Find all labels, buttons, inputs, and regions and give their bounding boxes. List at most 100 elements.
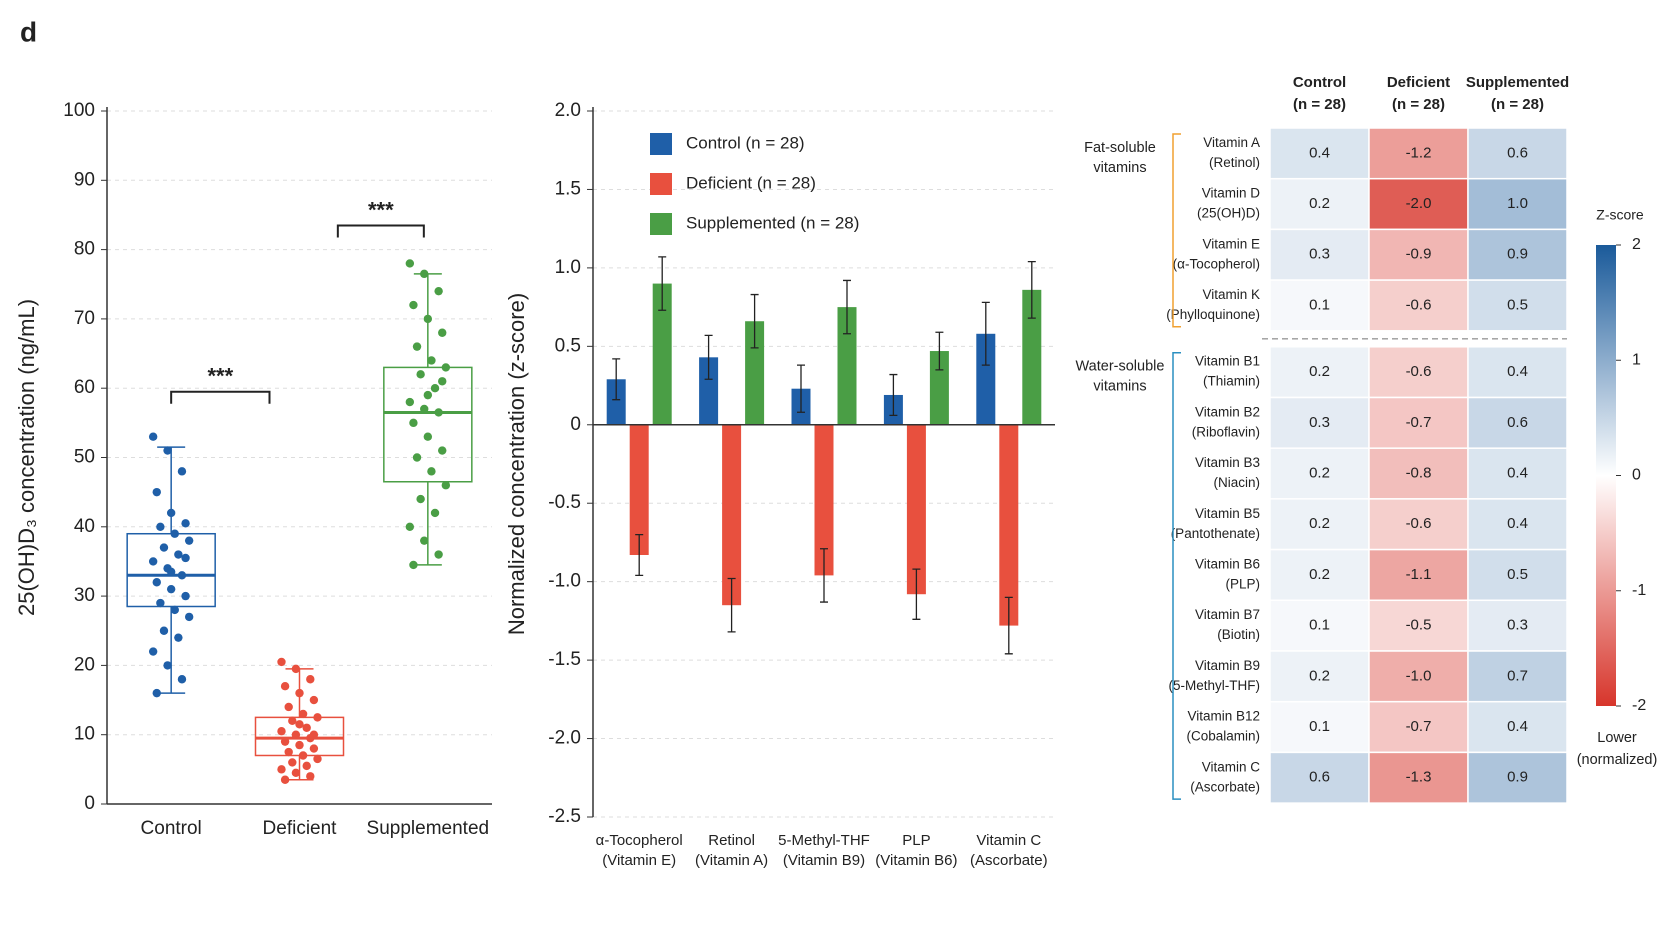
data-point [280,681,290,691]
y-tick-label: 50 [74,447,95,468]
x-tick-label: Control [141,818,202,839]
cell-label: 0.3 [1309,414,1330,431]
error-bar [797,364,805,413]
data-point [152,578,161,587]
data-point [409,300,418,310]
legend-swatch [650,173,672,195]
x-tick-label: (Vitamin B6) [875,852,957,869]
data-point [166,584,176,594]
data-point [416,370,425,379]
data-point [156,522,165,531]
group-label: vitamins [1093,379,1146,395]
bar [652,283,672,425]
heatmap-cell [1467,548,1568,602]
y-tick-label: 40 [74,516,95,537]
data-point [438,446,447,455]
data-point [405,397,415,407]
bar [1022,289,1042,425]
data-point [441,363,451,372]
bar [906,424,926,595]
heatmap-cell [1269,751,1370,804]
data-point [177,467,187,476]
y-tick-label: 0.5 [555,335,581,356]
panel-label: d [20,16,37,47]
row-label: Vitamin B1 [1195,354,1260,369]
data-point [159,543,169,552]
heatmap-cell [1467,498,1568,551]
data-point [302,761,311,771]
x-tick-label: Deficient [263,818,338,839]
error-bar [843,279,851,335]
row-label: (25(OH)D) [1197,206,1260,221]
data-point [438,377,447,386]
data-point [423,314,433,324]
row-label: Vitamin K [1202,287,1260,302]
row-label: Vitamin D [1202,186,1261,201]
y-tick-label: 70 [74,308,95,329]
bar [814,424,834,576]
significance-label: *** [207,364,233,389]
data-point [280,737,290,746]
data-point [412,342,422,351]
data-point [298,751,308,760]
data-point [434,408,443,417]
cell-label: 0.9 [1507,769,1528,786]
data-point [409,418,418,428]
bar [929,351,949,425]
bar [629,424,649,555]
colorbar-note: (normalized) [1577,752,1658,768]
heatmap-cell [1368,127,1469,180]
row-label: Vitamin E [1202,236,1260,251]
colorbar-tick-label: 0 [1632,467,1641,484]
data-point [181,553,190,563]
data-point [295,720,304,729]
x-tick-label: (Vitamin B9) [783,852,865,869]
data-point [177,571,187,580]
heatmap-cell [1269,396,1370,449]
data-point [163,661,172,670]
y-tick-label: 2.0 [555,100,581,121]
data-point [291,730,301,739]
data-point [148,647,158,656]
data-point [156,598,165,608]
row-label: (5-Methyl-THF) [1169,678,1261,693]
y-tick-label: 90 [74,169,95,190]
bar [976,333,996,425]
x-tick-label: Retinol [708,832,755,849]
data-point [174,550,183,559]
data-point [284,702,293,712]
cell-label: 0.4 [1507,718,1528,735]
column-header: Deficient [1387,74,1450,91]
heatmap-cell [1467,599,1568,652]
group-label: Fat-soluble [1084,140,1156,156]
legend-swatch [650,133,672,155]
row-label: Vitamin A [1203,135,1260,150]
column-header: Control [1293,74,1346,91]
colorbar-tick-label: -1 [1632,582,1646,599]
data-point [306,772,315,781]
cell-label: 0.3 [1309,246,1330,263]
colorbar [1596,245,1616,706]
cell-label: 0.5 [1507,296,1528,313]
row-label: (Riboflavin) [1192,424,1260,439]
legend-label: Control (n = 28) [686,133,805,152]
data-point [441,481,451,490]
cell-label: 0.2 [1309,363,1330,380]
data-point [284,747,293,757]
x-tick-label: (Vitamin A) [695,852,768,869]
column-header: Supplemented [1466,74,1569,91]
data-point [430,508,440,518]
data-point [277,727,286,736]
error-bar [912,568,921,620]
y-tick-label: 0 [570,414,581,435]
data-point [181,591,190,601]
y-tick-label: 30 [74,585,95,606]
y-tick-label: 10 [74,724,95,745]
bar [837,307,857,425]
heatmap-cell [1467,127,1568,180]
data-point [170,529,179,538]
cell-label: -2.0 [1406,195,1432,212]
bar [722,424,742,606]
data-point [163,446,172,455]
data-point [416,494,425,504]
